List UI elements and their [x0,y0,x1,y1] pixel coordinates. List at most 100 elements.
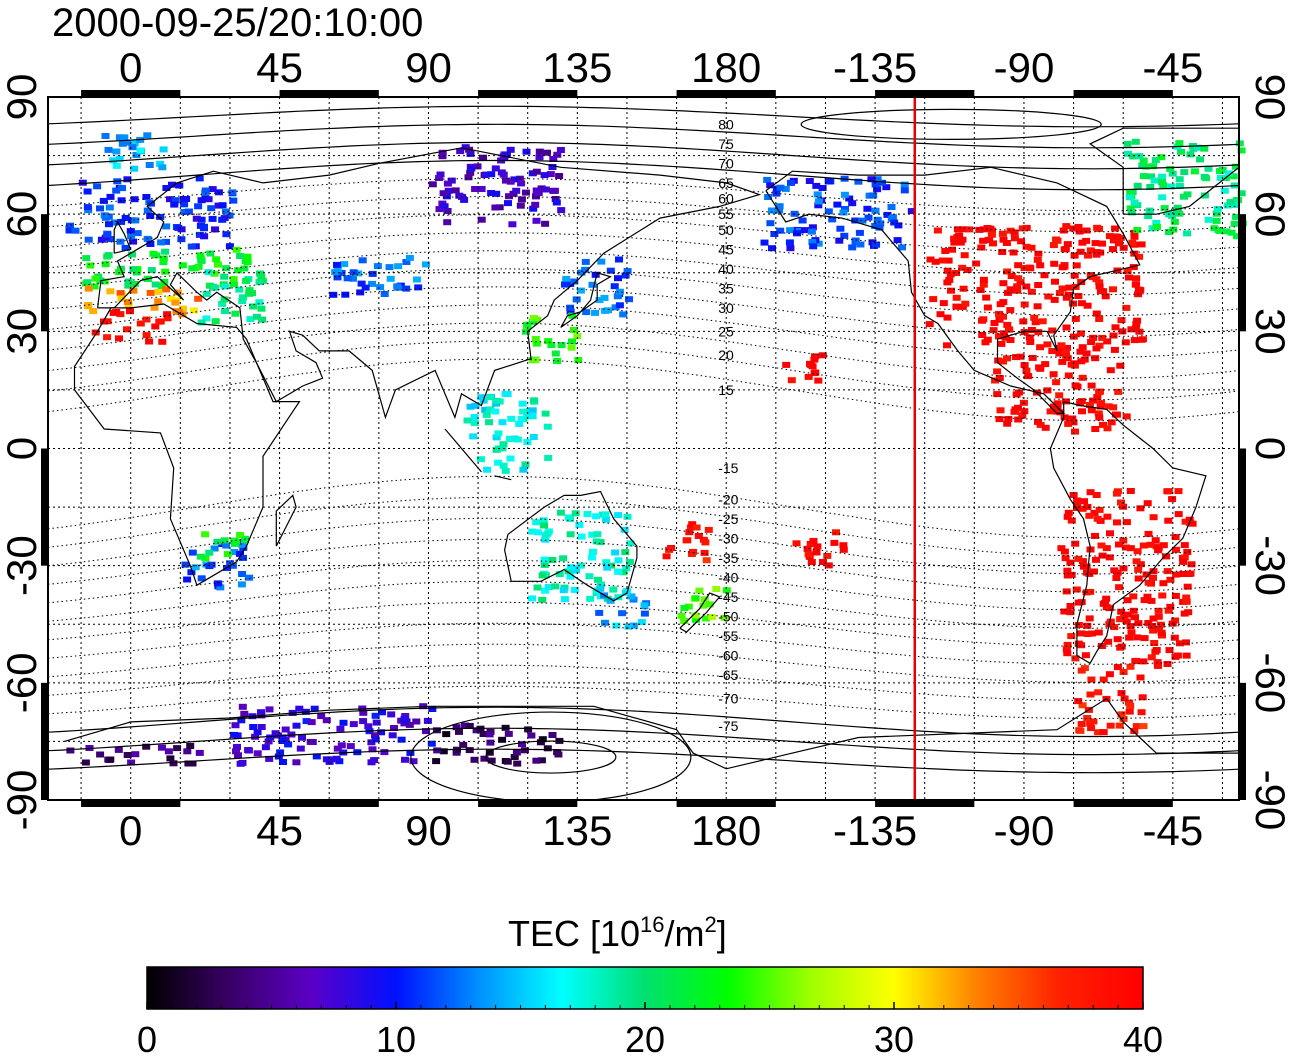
tec-cell [1119,537,1128,544]
tec-cell [1095,283,1104,290]
tec-cell [793,230,801,237]
tec-cell [689,548,698,555]
tec-cell [959,285,968,292]
tec-cell [492,397,501,404]
contour-label: -55 [718,628,738,644]
tec-cell [405,721,414,728]
tec-cell [900,181,909,188]
tec-cell [477,186,486,192]
tec-cell [1124,274,1133,281]
tec-cell [775,203,784,210]
tec-cell [1189,145,1198,152]
tec-region [991,352,1131,435]
tec-cell [166,295,175,302]
tec-cell [1237,190,1246,197]
tec-cell [1133,317,1142,324]
tec-cell [867,176,876,183]
tec-cell [792,540,801,547]
tec-cell [1077,667,1086,674]
tec-cell [1025,264,1034,271]
tec-cell [100,212,109,219]
tec-cell [161,248,170,255]
tec-cell [583,511,592,517]
tec-cell [823,552,832,559]
tec-cell [936,311,945,318]
tec-cell [1140,635,1149,642]
tec-cell [824,208,833,215]
tec-cell [587,554,596,561]
tec-cell [438,153,447,160]
tec-cell [1180,542,1189,549]
contour-label: -65 [718,667,738,683]
tec-region [329,254,430,298]
bottom-tick-label: 0 [119,807,142,854]
tec-cell [91,329,100,336]
tec-cell [1071,315,1080,322]
tec-cell [1036,262,1045,269]
tec-cell [377,729,386,736]
tec-cell [1088,274,1097,281]
tec-cell [116,290,125,297]
tec-cell [1144,579,1153,586]
tec-cell [1149,568,1158,575]
tec-region [91,308,172,345]
tec-cell [235,286,244,293]
tec-cell [998,249,1007,255]
tec-cell [566,280,575,287]
tec-cell [1185,516,1194,523]
tec-cell [989,240,997,247]
tec-cell [810,356,819,363]
tec-cell [1182,652,1191,659]
tec-cell [467,165,476,172]
tec-cell [1175,182,1184,189]
tec-cell [83,279,92,286]
tec-cell [100,278,109,285]
tec-cell [236,253,245,259]
tec-cell [691,595,700,602]
tec-cell [1173,652,1182,659]
tec-cell [621,549,630,556]
tec-cell [207,205,216,212]
contour-label: -45 [718,589,738,605]
tec-cell [1163,568,1172,575]
tec-cell [1179,571,1187,577]
tec-cell [240,710,249,717]
left-axis-bar [41,682,47,800]
tec-cell [1003,420,1012,427]
tec-cell [255,279,264,286]
tec-cell [1013,283,1022,290]
tec-cell [871,222,880,229]
tec-cell [482,411,491,418]
tec-cell [200,225,208,232]
tec-cell [1020,329,1029,336]
tec-cell [876,220,885,227]
tec-cell [979,237,988,244]
contour-label: 20 [718,347,734,363]
tec-cell [470,420,479,427]
tec-cell [1076,330,1085,337]
tec-cell [239,294,247,301]
tec-cell [574,357,583,363]
tec-cell [809,243,818,250]
tec-cell [532,217,541,224]
tec-cell [322,756,331,763]
tec-cell [833,201,842,208]
tec-cell [443,208,452,214]
contour-label: 80 [718,116,734,132]
contour-label: 55 [718,206,734,222]
tec-cell [1078,344,1087,351]
tec-cell [1058,285,1067,292]
tec-cell [204,269,213,276]
geomag-contour [48,232,1239,275]
tec-cell [1063,241,1072,248]
bottom-tick-label: -90 [994,807,1055,854]
tec-cell [257,273,266,280]
tec-cell [1143,500,1152,507]
tec-cell [503,758,512,765]
tec-cell [343,275,352,282]
tec-cell [812,182,821,189]
tec-cell [439,190,448,197]
colorbar-title: TEC [1016/m2] [508,912,727,954]
tec-cell [130,196,139,203]
tec-cell [1149,627,1158,634]
